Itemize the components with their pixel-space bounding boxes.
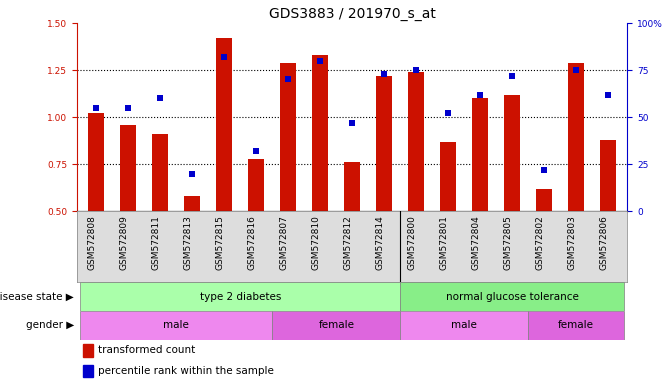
Text: percentile rank within the sample: percentile rank within the sample (98, 366, 274, 376)
Text: male: male (164, 320, 189, 331)
Text: GSM572814: GSM572814 (375, 215, 384, 270)
Bar (401, 282, 624, 311)
Point (443, 110, 454, 116)
Text: GSM572802: GSM572802 (535, 215, 544, 270)
Bar (83, 344, 93, 357)
Bar (472, 98, 488, 305)
Bar (528, 311, 624, 340)
Text: GSM572810: GSM572810 (311, 215, 320, 270)
Bar (83, 364, 93, 377)
Point (507, 73, 517, 79)
Text: GSM572813: GSM572813 (183, 215, 193, 270)
Point (219, 54, 229, 60)
Text: GSM572812: GSM572812 (344, 215, 352, 270)
Bar (600, 140, 616, 305)
Bar (408, 72, 424, 305)
Text: GSM572803: GSM572803 (567, 215, 576, 270)
Text: GSM572807: GSM572807 (279, 215, 289, 270)
Bar (440, 142, 456, 305)
Point (379, 71, 390, 77)
Point (475, 91, 486, 98)
Text: GSM572806: GSM572806 (599, 215, 608, 270)
Bar (344, 162, 360, 305)
Text: GSM572800: GSM572800 (407, 215, 416, 270)
Point (315, 58, 325, 64)
Text: male: male (452, 320, 477, 331)
Point (539, 167, 550, 173)
Text: GSM572808: GSM572808 (87, 215, 97, 270)
Text: GSM572801: GSM572801 (440, 215, 448, 270)
Bar (81, 311, 272, 340)
Bar (152, 134, 168, 305)
Point (155, 95, 166, 101)
Text: GSM572809: GSM572809 (119, 215, 128, 270)
Text: gender ▶: gender ▶ (25, 320, 74, 331)
Bar (280, 63, 297, 305)
Text: transformed count: transformed count (98, 346, 195, 356)
Text: GSM572805: GSM572805 (503, 215, 512, 270)
Text: female: female (318, 320, 354, 331)
Bar (504, 94, 520, 305)
Point (123, 104, 134, 111)
Text: GSM572815: GSM572815 (215, 215, 224, 270)
Bar (81, 282, 401, 311)
Text: type 2 diabetes: type 2 diabetes (200, 291, 281, 302)
Point (187, 170, 198, 177)
Bar (568, 63, 584, 305)
Point (251, 148, 262, 154)
Title: GDS3883 / 201970_s_at: GDS3883 / 201970_s_at (269, 7, 435, 21)
Bar (401, 311, 528, 340)
Bar (312, 55, 328, 305)
Bar (89, 113, 105, 305)
Point (91, 104, 102, 111)
Point (283, 76, 294, 83)
Point (571, 67, 582, 73)
Point (603, 91, 613, 98)
Point (411, 67, 421, 73)
Bar (536, 189, 552, 305)
Point (347, 120, 358, 126)
Bar (120, 125, 136, 305)
Text: disease state ▶: disease state ▶ (0, 291, 74, 302)
Bar (376, 76, 393, 305)
Text: GSM572804: GSM572804 (471, 215, 480, 270)
Bar (272, 311, 401, 340)
Bar (248, 159, 264, 305)
Text: female: female (558, 320, 595, 331)
Bar (216, 38, 232, 305)
Bar (185, 196, 201, 305)
Text: normal glucose tolerance: normal glucose tolerance (446, 291, 578, 302)
Text: GSM572816: GSM572816 (248, 215, 256, 270)
Text: GSM572811: GSM572811 (152, 215, 160, 270)
